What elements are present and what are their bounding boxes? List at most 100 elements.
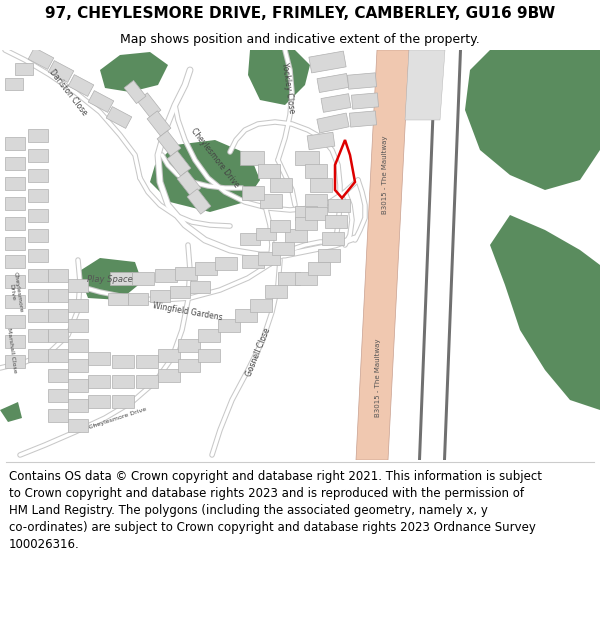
Polygon shape [307,132,335,150]
Polygon shape [242,255,264,268]
Polygon shape [132,272,154,285]
Polygon shape [295,272,317,285]
Polygon shape [88,395,110,408]
Polygon shape [68,319,88,332]
Polygon shape [405,50,445,120]
Polygon shape [147,111,171,136]
Polygon shape [5,197,25,210]
Polygon shape [265,285,287,298]
Polygon shape [28,249,48,262]
Polygon shape [490,215,600,410]
Polygon shape [28,269,48,282]
Polygon shape [5,355,25,368]
Polygon shape [28,129,48,142]
Polygon shape [137,93,161,118]
Polygon shape [278,272,300,285]
Polygon shape [356,50,409,460]
Polygon shape [68,379,88,392]
Polygon shape [88,352,110,365]
Polygon shape [110,272,132,285]
Polygon shape [68,339,88,352]
Polygon shape [5,137,25,150]
Polygon shape [150,290,170,302]
Polygon shape [347,72,377,89]
Polygon shape [68,74,94,96]
Text: B3015 - The Maultway: B3015 - The Maultway [382,136,388,214]
Text: Dariston Close: Dariston Close [47,68,89,117]
Polygon shape [128,293,148,305]
Polygon shape [175,267,197,280]
Polygon shape [5,275,25,288]
Text: B3015 - The Maultway: B3015 - The Maultway [375,339,381,418]
Polygon shape [309,51,346,73]
Polygon shape [112,395,134,408]
Polygon shape [310,178,332,192]
Polygon shape [5,177,25,190]
Polygon shape [68,359,88,372]
Polygon shape [0,402,22,422]
Polygon shape [136,375,158,388]
Polygon shape [28,169,48,182]
Polygon shape [48,349,68,362]
Polygon shape [295,206,317,220]
Polygon shape [177,171,201,196]
Polygon shape [124,81,146,104]
Polygon shape [258,164,280,178]
Text: Wingfield Gardens: Wingfield Gardens [152,301,224,322]
Text: Play Space: Play Space [87,276,133,284]
Polygon shape [187,189,211,214]
Polygon shape [248,50,310,105]
Polygon shape [295,217,317,230]
Polygon shape [5,157,25,170]
Polygon shape [260,194,282,208]
Polygon shape [28,48,54,69]
Polygon shape [48,269,68,282]
Polygon shape [48,289,68,302]
Polygon shape [305,164,327,178]
Polygon shape [68,399,88,412]
Polygon shape [112,355,134,368]
Polygon shape [317,74,349,92]
Polygon shape [28,149,48,162]
Polygon shape [167,151,191,176]
Polygon shape [157,131,181,156]
Polygon shape [170,286,190,298]
Polygon shape [150,140,260,212]
Polygon shape [158,349,180,362]
Polygon shape [68,279,88,292]
Text: Yockley Close: Yockley Close [280,62,296,114]
Polygon shape [158,369,180,382]
Polygon shape [15,63,33,75]
Polygon shape [68,299,88,312]
Polygon shape [178,359,200,372]
Polygon shape [178,339,200,352]
Text: Cheylesmore
Drive: Cheylesmore Drive [7,271,23,313]
Polygon shape [352,93,379,109]
Polygon shape [256,228,276,240]
Polygon shape [5,255,25,268]
Polygon shape [88,375,110,388]
Polygon shape [48,61,74,82]
Polygon shape [258,252,280,265]
Polygon shape [190,281,210,293]
Text: Cheylesmore Drive: Cheylesmore Drive [89,406,148,429]
Polygon shape [308,262,330,275]
Polygon shape [28,349,48,362]
Polygon shape [28,189,48,202]
Polygon shape [68,419,88,432]
Polygon shape [5,335,25,348]
Polygon shape [5,217,25,230]
Polygon shape [215,257,237,270]
Polygon shape [250,299,272,312]
Polygon shape [349,111,377,127]
Polygon shape [198,329,220,342]
Polygon shape [100,52,168,92]
Polygon shape [48,409,68,422]
Polygon shape [240,151,264,165]
Polygon shape [295,151,319,165]
Text: Gosnell Close: Gosnell Close [244,326,272,378]
Polygon shape [318,249,340,262]
Polygon shape [28,209,48,222]
Polygon shape [322,232,344,245]
Polygon shape [240,233,260,245]
